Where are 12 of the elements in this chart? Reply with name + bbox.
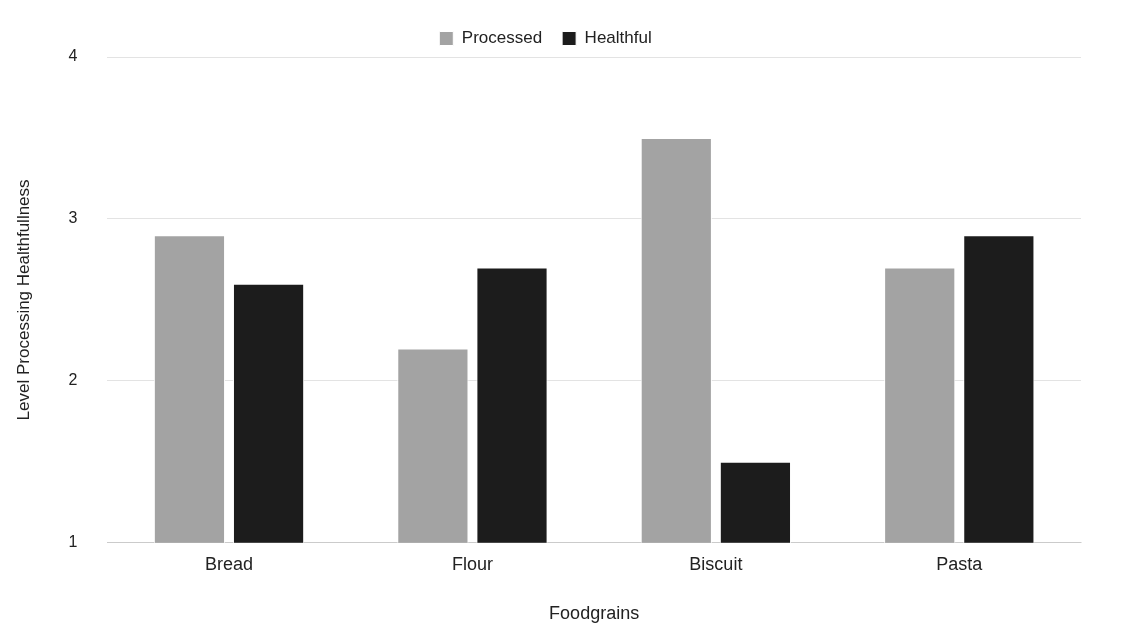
x-tick-label: Biscuit (689, 553, 743, 574)
x-tick-label: Pasta (936, 553, 984, 574)
x-axis-title: Foodgrains (549, 603, 640, 624)
y-axis-title: Level Processing Healthfullness (13, 179, 33, 421)
y-tick-label: 2 (68, 371, 78, 389)
legend-label: Processed (461, 28, 543, 48)
y-tick-label: 4 (68, 47, 78, 65)
y-tick-label: 1 (68, 533, 78, 551)
x-tick-label: Flour (451, 553, 493, 574)
x-tick-label: Bread (204, 553, 254, 574)
legend-label: Healthful (584, 28, 652, 48)
y-tick-label: 3 (68, 209, 78, 227)
